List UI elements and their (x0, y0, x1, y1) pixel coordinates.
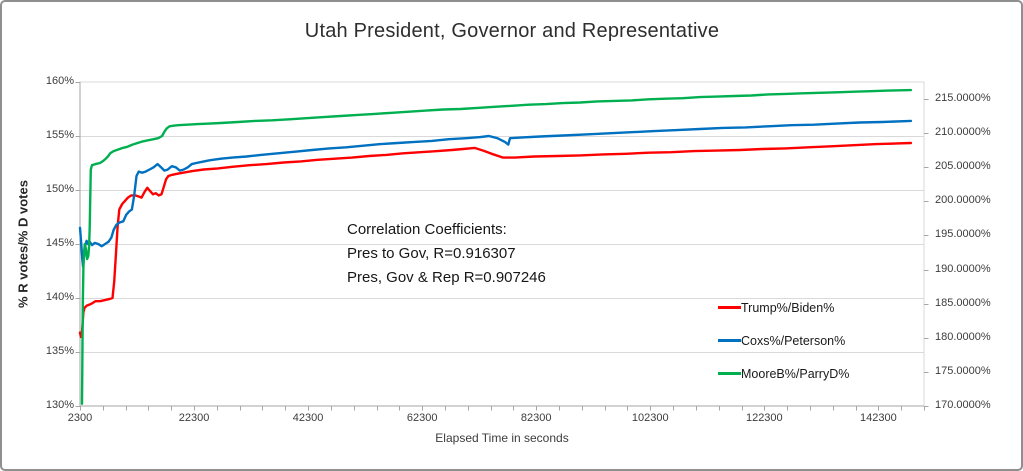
legend-swatch-red-line-icon (718, 306, 741, 309)
legend-swatch-blue-line-icon (718, 339, 741, 342)
annotation-line-2: Pres to Gov, R=0.916307 (347, 245, 516, 262)
legend-label: MooreB%/ParryD% (741, 366, 850, 381)
x-axis-title: Elapsed Time in seconds (435, 431, 569, 445)
legend-item-mooreb-parryd: MooreB%/ParryD% (718, 357, 849, 390)
legend: Trump%/Biden% Coxs%/Peterson% MooreB%/Pa… (718, 291, 849, 390)
annotation-line-3: Pres, Gov & Rep R=0.907246 (347, 269, 546, 286)
series-line-mooreb-parryd (80, 88, 913, 405)
legend-item-trump-biden: Trump%/Biden% (718, 291, 849, 324)
chart-title: Utah President, Governor and Representat… (304, 20, 720, 42)
correlation-annotation: Correlation Coefficients: Pres to Gov, R… (347, 218, 546, 290)
legend-item-coxs-peterson: Coxs%/Peterson% (718, 324, 849, 357)
series-line-trump-biden (78, 141, 913, 339)
legend-swatch-green-line-icon (718, 372, 741, 375)
legend-label: Trump%/Biden% (741, 300, 835, 315)
series-line-coxs-peterson (78, 119, 913, 268)
legend-label: Coxs%/Peterson% (741, 333, 846, 348)
annotation-line-1: Correlation Coefficients: (347, 221, 507, 238)
